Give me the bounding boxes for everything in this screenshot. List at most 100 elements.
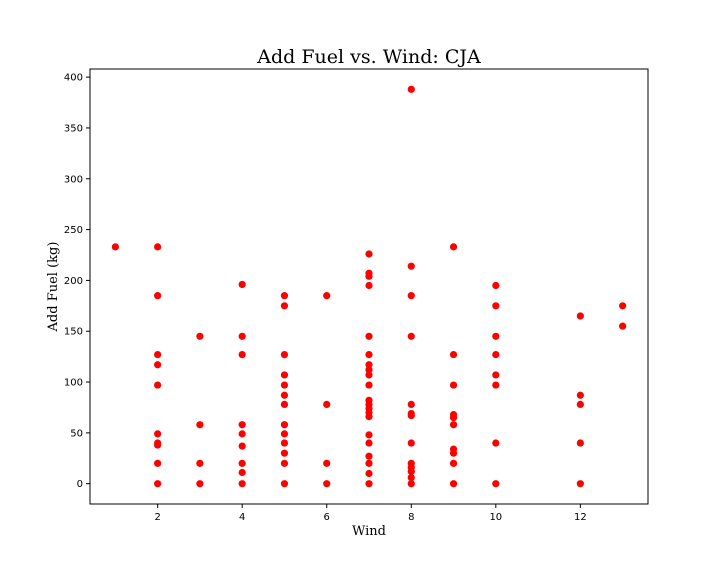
data-point (154, 243, 162, 251)
data-point (365, 366, 373, 374)
data-point (576, 391, 584, 399)
data-point (365, 480, 373, 488)
data-point (280, 430, 289, 438)
data-point (280, 350, 289, 359)
data-point (323, 480, 331, 488)
data-point (238, 280, 246, 289)
data-point (280, 302, 289, 310)
data-point (407, 292, 415, 300)
data-point (492, 381, 500, 389)
chart-title: Add Fuel vs. Wind: CJA (256, 46, 481, 68)
data-point (323, 292, 331, 300)
data-point (280, 292, 289, 300)
data-point (238, 480, 246, 488)
data-point (492, 371, 500, 379)
y-tick-label: 200 (64, 276, 83, 287)
x-axis-label: Wind (352, 524, 386, 539)
data-point (576, 480, 584, 488)
data-points (111, 85, 627, 488)
data-point (154, 361, 162, 369)
data-point (449, 350, 458, 359)
data-point (619, 322, 627, 330)
axis-ticks: 2 4 6 8 10 12 0 50 100 150 200 250 300 350 400 (64, 73, 587, 523)
y-tick-label: 150 (64, 327, 83, 338)
data-point (576, 312, 584, 320)
data-point (619, 302, 627, 310)
data-point (365, 469, 373, 478)
data-point (280, 391, 289, 399)
x-tick-label: 2 (154, 512, 160, 523)
data-point (365, 381, 373, 389)
data-point (492, 332, 500, 340)
data-point (323, 400, 331, 408)
data-point (280, 400, 289, 408)
data-point (365, 439, 373, 447)
data-point (238, 459, 246, 467)
data-point (365, 452, 373, 460)
data-point (365, 350, 373, 359)
data-point (365, 250, 373, 258)
data-point (365, 281, 373, 290)
y-tick-label: 100 (64, 378, 83, 389)
data-point (407, 332, 415, 340)
data-point (365, 459, 373, 467)
data-point (492, 281, 500, 290)
y-tick-label: 300 (64, 174, 83, 185)
data-point (407, 400, 415, 408)
data-point (449, 421, 458, 429)
data-point (407, 473, 415, 482)
data-point (154, 381, 162, 389)
data-point (365, 332, 373, 340)
data-point (365, 431, 373, 439)
data-point (323, 459, 331, 467)
data-point (238, 332, 246, 340)
x-tick-label: 8 (408, 512, 414, 523)
data-point (154, 480, 162, 488)
data-point (280, 371, 289, 379)
data-point (238, 430, 246, 438)
y-tick-label: 350 (64, 123, 83, 134)
data-point (280, 480, 289, 488)
y-axis-label: Add Fuel (kg) (46, 242, 61, 333)
data-point (238, 350, 246, 359)
y-tick-label: 250 (64, 225, 83, 236)
y-tick-label: 50 (70, 428, 83, 439)
data-point (111, 243, 119, 251)
x-tick-label: 6 (324, 512, 330, 523)
x-tick-label: 4 (239, 512, 245, 523)
data-point (154, 459, 162, 467)
data-point (196, 459, 204, 467)
data-point (576, 400, 584, 408)
data-point (280, 459, 289, 467)
data-point (365, 272, 373, 280)
data-point (407, 480, 415, 488)
data-point (238, 421, 246, 429)
data-point (154, 292, 162, 300)
data-point (154, 441, 162, 449)
data-point (407, 439, 415, 447)
data-point (154, 430, 162, 438)
data-point (576, 439, 584, 447)
data-point (238, 442, 246, 450)
data-point (449, 449, 458, 457)
data-point (280, 381, 289, 389)
data-point (449, 381, 458, 389)
x-tick-label: 10 (489, 512, 502, 523)
plot-area-frame (89, 68, 649, 505)
data-point (365, 361, 373, 369)
data-point (449, 414, 458, 422)
data-point (196, 480, 204, 488)
data-point (449, 243, 458, 251)
data-point (492, 350, 500, 359)
data-point (238, 468, 246, 477)
data-point (449, 459, 458, 467)
data-point (407, 411, 415, 420)
data-point (492, 439, 500, 447)
data-point (407, 262, 415, 270)
data-point (280, 439, 289, 447)
data-point (280, 449, 289, 457)
x-tick-label: 12 (574, 512, 587, 523)
data-point (407, 467, 415, 476)
